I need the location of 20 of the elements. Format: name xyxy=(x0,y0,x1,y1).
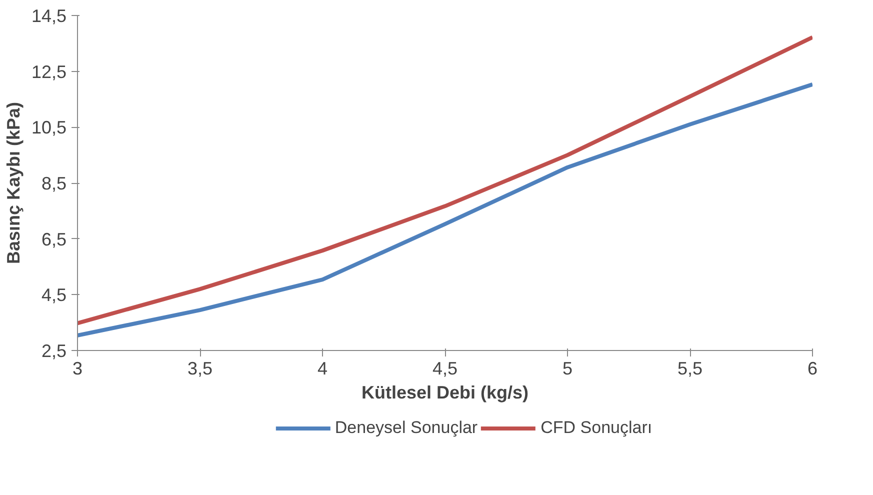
x-tick-label: 4,5 xyxy=(432,358,458,378)
x-axis-title: Kütlesel Debi (kg/s) xyxy=(361,382,529,402)
legend-label: CFD Sonuçları xyxy=(540,418,652,438)
y-tick-label: 4,5 xyxy=(41,285,67,306)
x-tick-label: 4 xyxy=(317,358,328,378)
y-tick-label: 2,5 xyxy=(41,341,67,361)
x-tick-label: 3 xyxy=(72,358,83,378)
y-axis-title: Basınç Kaybı (kPa) xyxy=(3,102,24,264)
x-tick-label: 5,5 xyxy=(677,358,703,378)
y-tick-label: 12,5 xyxy=(31,62,67,82)
y-tick-label: 14,5 xyxy=(31,6,67,26)
line-series xyxy=(78,35,812,326)
y-tick-label: 10,5 xyxy=(31,118,67,138)
x-tick-label: 5 xyxy=(562,358,573,378)
x-tick-label: 6 xyxy=(807,358,818,378)
y-tick-label: 8,5 xyxy=(41,174,67,194)
y-tick-label: 6,5 xyxy=(41,229,67,250)
line-series xyxy=(78,82,812,338)
legend-label: Deneysel Sonuçlar xyxy=(334,418,478,438)
x-tick-label: 3,5 xyxy=(187,358,213,378)
